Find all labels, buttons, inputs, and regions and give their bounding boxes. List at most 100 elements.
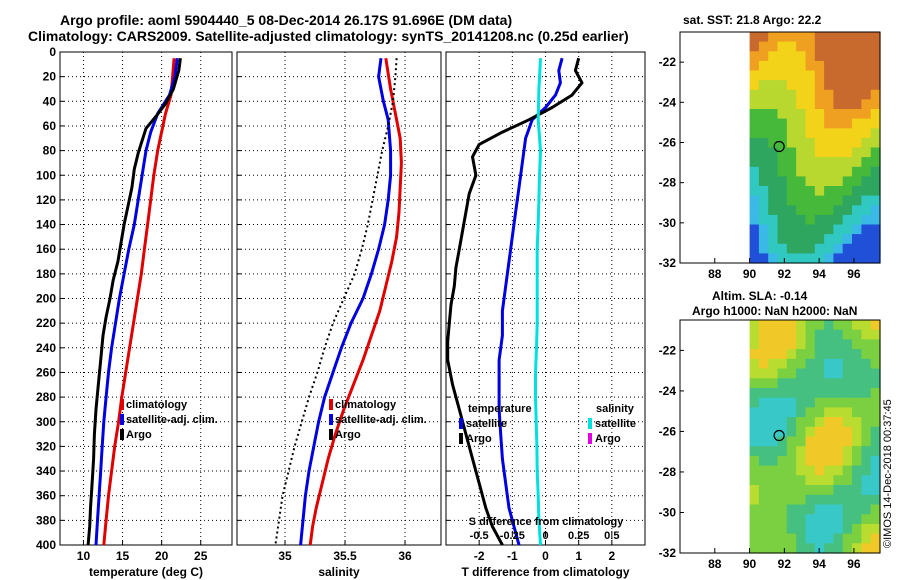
map-cell [805, 426, 816, 438]
map-cell [758, 407, 769, 418]
map-cell [777, 253, 788, 264]
map-cell [870, 186, 881, 197]
map-cell [796, 253, 806, 264]
map-cell [758, 51, 769, 62]
map-cell [852, 407, 862, 418]
map-cell [786, 70, 797, 81]
sst-map-title: sat. SST: 21.8 Argo: 22.2 [683, 13, 822, 27]
map-cell [749, 368, 760, 379]
map-cell [842, 378, 853, 389]
map-cell [814, 494, 825, 506]
map-cell [796, 523, 806, 535]
map-cell [870, 99, 881, 110]
map-cell [768, 80, 779, 91]
map-cell [786, 109, 797, 120]
map-cell [824, 214, 834, 226]
legend-swatch [329, 429, 333, 440]
map-cell [814, 543, 825, 554]
map-cell [824, 118, 834, 129]
map-cell [749, 89, 760, 100]
map-cell [814, 118, 825, 129]
map-cell [842, 70, 853, 81]
y-tick-label: 0 [49, 45, 56, 59]
map-cell [852, 70, 862, 81]
map-cell [833, 137, 844, 149]
map-cell [870, 388, 881, 399]
map-cell [796, 417, 806, 428]
map-cell [824, 455, 834, 467]
map-cell [861, 70, 872, 81]
map-cell [852, 533, 862, 544]
map-cell [777, 407, 788, 418]
map-cell [768, 166, 779, 177]
map-cell [852, 358, 862, 370]
map-cell [814, 446, 825, 457]
y-tick-label: 300 [36, 415, 56, 429]
y-tick-label: 220 [36, 316, 56, 330]
map-cell [824, 436, 834, 447]
map-cell [805, 186, 816, 197]
map-cell [749, 243, 760, 254]
map-cell [768, 118, 779, 129]
map-cell [768, 32, 779, 43]
map-cell [861, 205, 872, 216]
map-cell [861, 32, 872, 43]
map-cell [786, 329, 797, 340]
map-cell [852, 118, 862, 129]
map-cell [870, 494, 881, 506]
map-cell [777, 533, 788, 544]
map-cell [758, 80, 769, 91]
map-cell [852, 339, 862, 350]
map-cell [749, 109, 760, 120]
map-cell [777, 349, 788, 360]
map-cell [814, 109, 825, 120]
map-cell [749, 205, 760, 216]
map-cell [786, 186, 797, 197]
map-cell [833, 118, 844, 129]
map-cell [842, 417, 853, 428]
map-cell [842, 214, 853, 226]
map-cell [796, 446, 806, 457]
map-cell [758, 205, 769, 216]
map-cell [758, 426, 769, 438]
map-cell [842, 118, 853, 129]
map-cell [814, 329, 825, 340]
map-cell [861, 436, 872, 447]
map-cell [852, 485, 862, 496]
map-cell [796, 137, 806, 149]
map-cell [833, 329, 844, 340]
map-cell [833, 147, 844, 158]
map-y-tick-label: -30 [659, 505, 677, 519]
map-cell [842, 80, 853, 91]
map-cell [833, 533, 844, 544]
map-cell [870, 166, 881, 177]
map-y-tick-label: -26 [659, 424, 677, 438]
map-cell [833, 543, 844, 554]
map-cell [796, 89, 806, 100]
map-cell [749, 446, 760, 457]
map-cell [768, 51, 779, 62]
x-tick-label: 1 [575, 549, 582, 563]
map-cell [796, 99, 806, 110]
map-cell [768, 504, 779, 515]
map-cell [842, 475, 853, 486]
map-cell [796, 80, 806, 91]
map-cell [852, 514, 862, 525]
map-cell [805, 243, 816, 254]
y-tick-label: 360 [36, 489, 56, 503]
map-cell [814, 176, 825, 187]
map-cell [852, 446, 862, 457]
legend-label: satellite-adj. clim. [335, 414, 427, 426]
map-cell [870, 426, 881, 438]
map-cell [833, 504, 844, 515]
map-cell [777, 128, 788, 139]
map-cell [842, 41, 853, 52]
map-cell [777, 455, 788, 467]
legend-swatch [459, 433, 463, 444]
map-cell [768, 378, 779, 389]
map-cell [814, 51, 825, 62]
map-cell [824, 99, 834, 110]
map-cell [777, 339, 788, 350]
map-cell [749, 436, 760, 447]
